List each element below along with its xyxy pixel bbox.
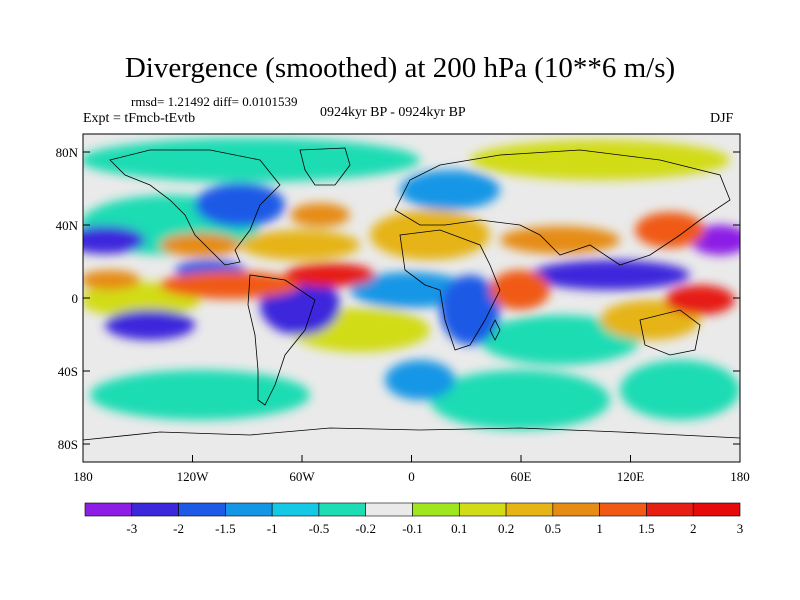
colorbar-label: -0.5	[309, 521, 330, 536]
colorbar-box	[552, 502, 600, 517]
lat-label-40n: 40N	[56, 218, 79, 233]
colorbar-label: -0.2	[355, 521, 376, 536]
colorbar-box	[505, 502, 554, 517]
colorbar-box	[458, 502, 507, 517]
lon-label-180w: 180	[73, 469, 93, 484]
colorbar-box	[365, 502, 413, 517]
latitude-labels: 80N 40N 0 40S 80S	[56, 145, 79, 452]
lon-label-180e: 180	[730, 469, 750, 484]
map-title: Divergence (smoothed) at 200 hPa (10**6 …	[124, 52, 676, 84]
experiment-label: Expt = tFmcb-tEvtb	[83, 111, 196, 126]
lat-label-0: 0	[72, 291, 79, 306]
colorbar-box	[412, 502, 460, 517]
colorbar-box	[692, 502, 741, 517]
colorbar-box	[131, 502, 179, 517]
colorbar-label: -1.5	[215, 521, 236, 536]
lat-label-80n: 80N	[56, 145, 79, 160]
lon-label-0: 0	[408, 469, 415, 484]
longitude-labels: 180 120W 60W 0 60E 120E 180	[73, 469, 750, 484]
colorbar-label: 0.2	[498, 521, 514, 536]
colorbar-box	[318, 502, 367, 517]
colorbar-label: -0.1	[402, 521, 423, 536]
divergence-field	[83, 134, 740, 462]
period-label: 0924kyr BP - 0924kyr BP	[320, 105, 466, 120]
colorbar-box	[84, 502, 133, 517]
colorbar-label: 3	[737, 521, 744, 536]
lon-label-120e: 120E	[617, 469, 645, 484]
colorbar-label: -3	[126, 521, 137, 536]
coastlines	[83, 147, 740, 441]
lon-label-120w: 120W	[177, 469, 210, 484]
colorbar-label: 0.1	[451, 521, 467, 536]
lat-label-40s: 40S	[58, 364, 78, 379]
rmsd-diff-stats: rmsd= 1.21492 diff= 0.0101539	[131, 94, 298, 109]
colorbar-box	[178, 502, 226, 517]
colorbar: -3 -2 -1.5 -1 -0.5 -0.2 -0.1 0.1 0.2 0.5 1 1.5 2 3	[84, 502, 744, 536]
axis-ticks	[82, 151, 741, 462]
lat-label-80s: 80S	[58, 437, 78, 452]
colorbar-box	[599, 502, 647, 517]
colorbar-label: 2	[690, 521, 697, 536]
colorbar-label: -1	[267, 521, 278, 536]
lon-label-60w: 60W	[289, 469, 315, 484]
lon-label-60e: 60E	[511, 469, 532, 484]
colorbar-label: 1.5	[638, 521, 654, 536]
colorbar-label: -2	[173, 521, 184, 536]
colorbar-box	[646, 502, 694, 517]
season-label: DJF	[710, 111, 734, 126]
colorbar-label: 1	[596, 521, 603, 536]
colorbar-box	[225, 502, 273, 517]
colorbar-label: 0.5	[545, 521, 561, 536]
colorbar-box	[271, 502, 320, 517]
